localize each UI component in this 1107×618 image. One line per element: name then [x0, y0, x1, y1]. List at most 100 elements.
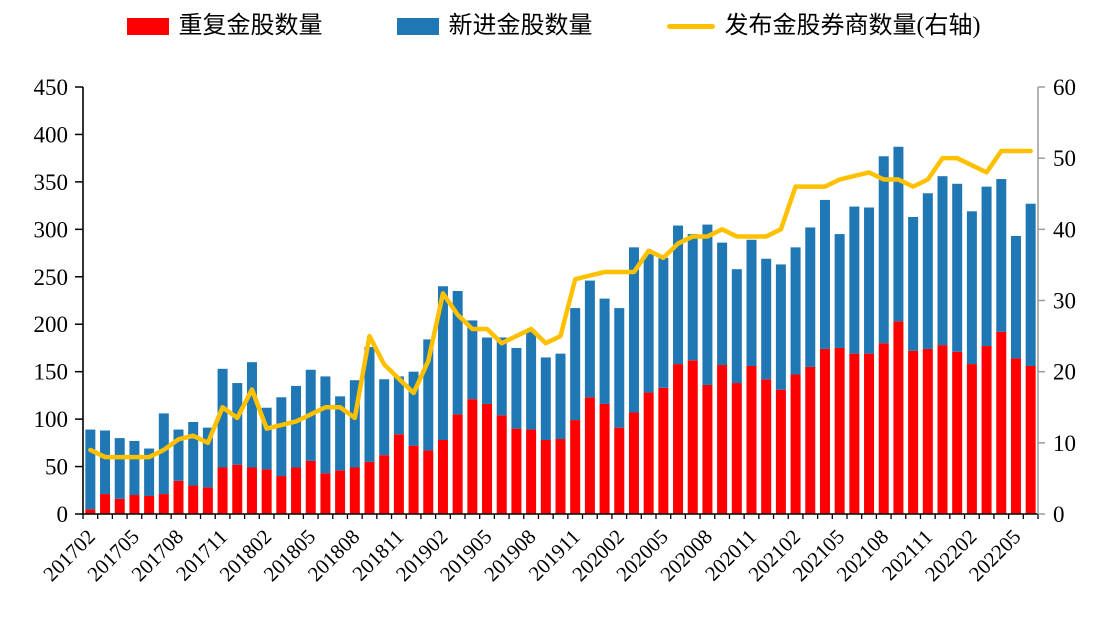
bar-blue-201810: [379, 379, 390, 456]
legend-item-new-gold-stocks: 新进金股数量: [396, 13, 593, 39]
bar-blue-201908: [526, 330, 537, 430]
bar-blue-202009: [717, 242, 728, 366]
bar-blue-202003: [628, 247, 639, 413]
bar-red-202003: [628, 412, 639, 514]
bar-blue-202011: [746, 239, 757, 366]
left-axis-label: 200: [34, 312, 69, 337]
bar-red-202005: [658, 387, 669, 514]
left-axis-label: 100: [34, 407, 69, 432]
bar-red-202004: [643, 392, 654, 514]
legend-item-broker-count: 发布金股券商数量(右轴): [666, 14, 980, 38]
bar-blue-202103: [805, 227, 816, 367]
bar-red-201906: [496, 415, 507, 514]
bar-blue-201904: [467, 320, 478, 400]
bar-red-201706: [144, 495, 155, 514]
bar-red-201807: [335, 470, 346, 514]
bar-red-201911: [570, 420, 581, 514]
bar-red-202105: [834, 347, 845, 514]
legend-label: 重复金股数量: [178, 13, 323, 39]
bar-blue-201710: [202, 427, 213, 488]
bar-blue-201910: [555, 353, 566, 440]
bar-blue-201709: [188, 421, 199, 486]
bar-blue-201803: [276, 397, 287, 477]
bar-red-201901: [423, 450, 434, 514]
right-axis-label: 40: [1053, 217, 1076, 242]
bar-red-202203: [981, 346, 992, 514]
bar-red-202009: [717, 365, 728, 514]
bar-red-202012: [761, 379, 772, 514]
bar-red-201912: [584, 397, 595, 514]
bar-blue-201702: [85, 429, 96, 510]
bar-blue-202001: [599, 298, 610, 404]
bar-blue-201703: [100, 430, 111, 495]
bar-blue-201804: [291, 385, 302, 468]
left-axis-label: 400: [34, 122, 69, 147]
bar-blue-201801: [246, 362, 257, 468]
right-axis-label: 10: [1053, 431, 1076, 456]
bar-red-201712: [232, 464, 243, 514]
bar-blue-202203: [981, 186, 992, 347]
bar-red-202102: [790, 374, 801, 514]
bar-red-202206: [1025, 365, 1036, 514]
bar-blue-201808: [349, 380, 360, 468]
bar-blue-202008: [702, 224, 713, 385]
bar-red-201711: [217, 467, 228, 514]
bar-blue-201704: [114, 438, 125, 499]
bar-blue-202101: [775, 264, 786, 390]
bar-blue-202004: [643, 254, 654, 393]
bar-blue-201909: [540, 357, 551, 440]
bar-blue-202105: [834, 234, 845, 348]
bar-blue-201705: [129, 440, 140, 496]
bar-blue-202110: [908, 216, 919, 351]
bar-blue-201706: [144, 448, 155, 496]
bar-red-202107: [864, 353, 875, 514]
chart-legend: 重复金股数量 新进金股数量 发布金股券商数量(右轴): [0, 14, 1107, 38]
bar-blue-202202: [966, 211, 977, 365]
bar-red-201810: [379, 455, 390, 514]
bar-blue-201812: [408, 371, 419, 446]
bar-red-201905: [482, 403, 493, 514]
right-axis-label: 0: [1053, 502, 1065, 527]
bar-red-201808: [349, 467, 360, 514]
legend-label: 新进金股数量: [448, 13, 593, 39]
bar-blue-202109: [893, 146, 904, 322]
bar-red-201902: [437, 439, 448, 514]
bar-blue-201708: [173, 429, 184, 481]
bar-red-202201: [952, 351, 963, 514]
bar-red-201907: [511, 428, 522, 514]
blue-bar-swatch-icon: [396, 17, 439, 35]
bar-blue-201809: [364, 346, 375, 462]
bar-red-201708: [173, 480, 184, 514]
bar-red-202110: [908, 350, 919, 514]
bar-blue-201806: [320, 376, 331, 474]
bar-blue-201901: [423, 339, 434, 451]
left-axis-label: 50: [45, 455, 68, 480]
bar-red-201709: [188, 485, 199, 514]
bar-blue-202106: [849, 206, 860, 354]
bar-blue-202007: [687, 234, 698, 361]
bar-red-201806: [320, 473, 331, 514]
bar-red-201804: [291, 467, 302, 514]
bar-red-201802: [261, 469, 272, 514]
left-axis-label: 300: [34, 217, 69, 242]
bar-red-201904: [467, 399, 478, 514]
bar-red-202111: [922, 348, 933, 514]
bar-red-201805: [305, 460, 316, 514]
red-bar-swatch-icon: [126, 17, 169, 35]
bar-red-202106: [849, 353, 860, 514]
bar-blue-202204: [996, 179, 1007, 332]
bar-blue-201905: [482, 337, 493, 404]
bar-red-201909: [540, 439, 551, 514]
bar-blue-202102: [790, 247, 801, 375]
bar-blue-201902: [437, 286, 448, 440]
bar-blue-201807: [335, 396, 346, 471]
bar-red-202002: [614, 427, 625, 514]
yellow-line-swatch-icon: [666, 23, 715, 29]
bar-blue-202012: [761, 258, 772, 380]
bar-red-201910: [555, 439, 566, 514]
bar-red-202008: [702, 384, 713, 514]
right-axis-label: 20: [1053, 360, 1076, 385]
bar-red-202204: [996, 331, 1007, 514]
bar-red-202103: [805, 366, 816, 514]
bar-red-201704: [114, 498, 125, 514]
